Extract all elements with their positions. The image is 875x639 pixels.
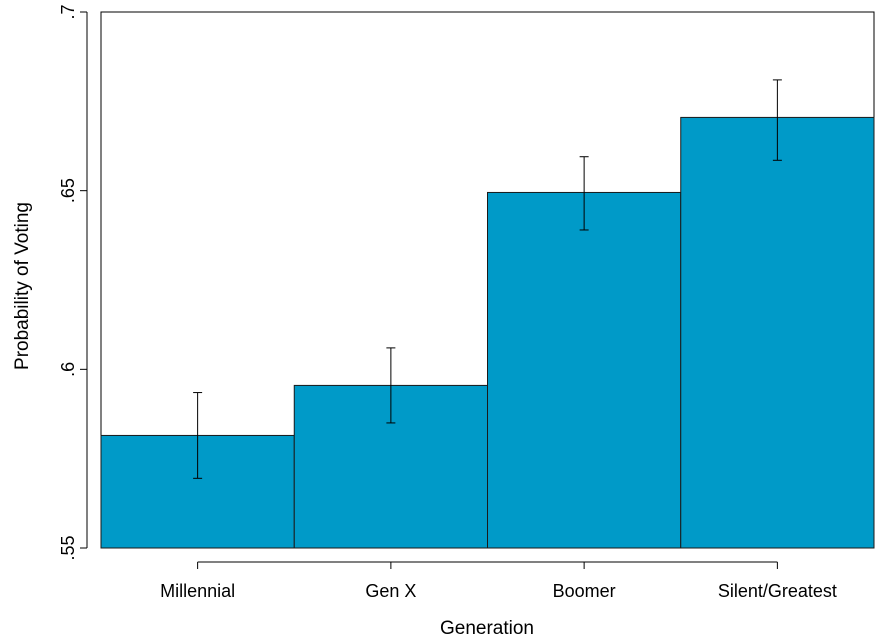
y-tick-label: .6 [58, 362, 78, 377]
x-tick-label: Silent/Greatest [718, 581, 837, 601]
y-axis-title: Probability of Voting [12, 202, 33, 370]
bars [100, 116, 875, 549]
x-axis: Millennial Gen X Boomer Silent/Greatest [160, 561, 837, 601]
y-tick-label: .65 [58, 178, 78, 203]
x-tick-label: Gen X [365, 581, 416, 601]
y-tick-label: .7 [58, 4, 78, 19]
y-tick-label: .55 [58, 535, 78, 560]
y-axis: .55 .6 .65 .7 [58, 4, 88, 561]
x-tick-label: Millennial [160, 581, 235, 601]
bar-boomer [487, 191, 682, 549]
x-axis-title: Generation [440, 618, 534, 639]
x-tick-label: Boomer [553, 581, 616, 601]
error-bars [193, 79, 782, 479]
bar-silent-greatest [680, 116, 875, 549]
